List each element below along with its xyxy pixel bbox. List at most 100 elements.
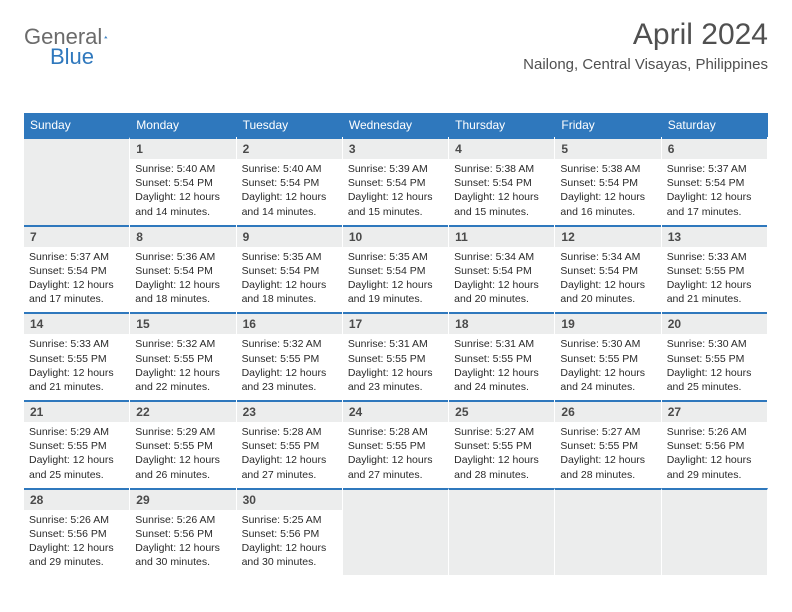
calendar-cell: 14Sunrise: 5:33 AMSunset: 5:55 PMDayligh… [24,312,130,400]
day-data: Sunrise: 5:36 AMSunset: 5:54 PMDaylight:… [130,247,235,313]
day-number: 10 [343,225,448,247]
sunset-line: Sunset: 5:55 PM [560,439,656,453]
dow-tuesday: Tuesday [237,113,343,137]
day-data: Sunrise: 5:27 AMSunset: 5:55 PMDaylight:… [449,422,554,488]
sunrise-line: Sunrise: 5:37 AM [667,162,763,176]
calendar-cell: 7Sunrise: 5:37 AMSunset: 5:54 PMDaylight… [24,225,130,313]
sunset-line: Sunset: 5:54 PM [135,264,231,278]
day-number: 28 [24,488,129,510]
calendar-cell-empty [555,488,661,576]
daylight-line: Daylight: 12 hours and 29 minutes. [667,453,763,481]
day-number: 26 [555,400,660,422]
calendar-cell: 11Sunrise: 5:34 AMSunset: 5:54 PMDayligh… [449,225,555,313]
daylight-line: Daylight: 12 hours and 26 minutes. [135,453,231,481]
daylight-line: Daylight: 12 hours and 30 minutes. [242,541,338,569]
calendar-cell-empty [662,488,768,576]
day-data: Sunrise: 5:39 AMSunset: 5:54 PMDaylight:… [343,159,448,225]
logo-sail-icon [104,28,108,46]
sunset-line: Sunset: 5:56 PM [242,527,338,541]
dow-thursday: Thursday [449,113,555,137]
daylight-line: Daylight: 12 hours and 16 minutes. [560,190,656,218]
daylight-line: Daylight: 12 hours and 23 minutes. [242,366,338,394]
daylight-line: Daylight: 12 hours and 25 minutes. [667,366,763,394]
sunset-line: Sunset: 5:54 PM [667,176,763,190]
calendar-cell: 20Sunrise: 5:30 AMSunset: 5:55 PMDayligh… [662,312,768,400]
day-number: 7 [24,225,129,247]
day-data: Sunrise: 5:34 AMSunset: 5:54 PMDaylight:… [449,247,554,313]
daylight-line: Daylight: 12 hours and 24 minutes. [454,366,550,394]
day-data: Sunrise: 5:32 AMSunset: 5:55 PMDaylight:… [237,334,342,400]
daylight-line: Daylight: 12 hours and 20 minutes. [454,278,550,306]
sunset-line: Sunset: 5:54 PM [560,176,656,190]
sunrise-line: Sunrise: 5:36 AM [135,250,231,264]
daylight-line: Daylight: 12 hours and 22 minutes. [135,366,231,394]
day-data: Sunrise: 5:26 AMSunset: 5:56 PMDaylight:… [662,422,767,488]
dow-saturday: Saturday [662,113,768,137]
daylight-line: Daylight: 12 hours and 24 minutes. [560,366,656,394]
day-number: 20 [662,312,767,334]
day-data: Sunrise: 5:31 AMSunset: 5:55 PMDaylight:… [449,334,554,400]
day-number: 5 [555,137,660,159]
sunrise-line: Sunrise: 5:26 AM [135,513,231,527]
sunset-line: Sunset: 5:54 PM [348,176,444,190]
calendar-cell: 21Sunrise: 5:29 AMSunset: 5:55 PMDayligh… [24,400,130,488]
sunrise-line: Sunrise: 5:31 AM [454,337,550,351]
calendar-cell: 23Sunrise: 5:28 AMSunset: 5:55 PMDayligh… [237,400,343,488]
day-number: 27 [662,400,767,422]
day-data: Sunrise: 5:37 AMSunset: 5:54 PMDaylight:… [24,247,129,313]
calendar-cell: 2Sunrise: 5:40 AMSunset: 5:54 PMDaylight… [237,137,343,225]
day-data: Sunrise: 5:40 AMSunset: 5:54 PMDaylight:… [130,159,235,225]
daylight-line: Daylight: 12 hours and 20 minutes. [560,278,656,306]
calendar-cell: 9Sunrise: 5:35 AMSunset: 5:54 PMDaylight… [237,225,343,313]
daylight-line: Daylight: 12 hours and 15 minutes. [348,190,444,218]
sunrise-line: Sunrise: 5:29 AM [135,425,231,439]
sunset-line: Sunset: 5:55 PM [29,352,125,366]
day-data: Sunrise: 5:28 AMSunset: 5:55 PMDaylight:… [343,422,448,488]
day-number: 15 [130,312,235,334]
sunrise-line: Sunrise: 5:34 AM [454,250,550,264]
day-number: 22 [130,400,235,422]
sunset-line: Sunset: 5:55 PM [29,439,125,453]
day-data: Sunrise: 5:26 AMSunset: 5:56 PMDaylight:… [24,510,129,576]
sunset-line: Sunset: 5:54 PM [29,264,125,278]
day-number: 18 [449,312,554,334]
sunrise-line: Sunrise: 5:33 AM [29,337,125,351]
day-data: Sunrise: 5:28 AMSunset: 5:55 PMDaylight:… [237,422,342,488]
sunrise-line: Sunrise: 5:33 AM [667,250,763,264]
day-number: 25 [449,400,554,422]
sunset-line: Sunset: 5:55 PM [135,352,231,366]
daylight-line: Daylight: 12 hours and 28 minutes. [454,453,550,481]
sunset-line: Sunset: 5:55 PM [667,352,763,366]
dow-monday: Monday [130,113,236,137]
sunset-line: Sunset: 5:56 PM [667,439,763,453]
daylight-line: Daylight: 12 hours and 18 minutes. [135,278,231,306]
day-data: Sunrise: 5:38 AMSunset: 5:54 PMDaylight:… [555,159,660,225]
day-data: Sunrise: 5:27 AMSunset: 5:55 PMDaylight:… [555,422,660,488]
sunrise-line: Sunrise: 5:27 AM [560,425,656,439]
calendar-cell: 25Sunrise: 5:27 AMSunset: 5:55 PMDayligh… [449,400,555,488]
daylight-line: Daylight: 12 hours and 21 minutes. [29,366,125,394]
day-data: Sunrise: 5:34 AMSunset: 5:54 PMDaylight:… [555,247,660,313]
logo-word-blue-wrap: Blue [50,44,94,70]
daylight-line: Daylight: 12 hours and 28 minutes. [560,453,656,481]
daylight-line: Daylight: 12 hours and 23 minutes. [348,366,444,394]
day-data: Sunrise: 5:37 AMSunset: 5:54 PMDaylight:… [662,159,767,225]
sunset-line: Sunset: 5:55 PM [454,352,550,366]
sunset-line: Sunset: 5:54 PM [242,264,338,278]
calendar-cell: 8Sunrise: 5:36 AMSunset: 5:54 PMDaylight… [130,225,236,313]
sunset-line: Sunset: 5:54 PM [348,264,444,278]
day-data: Sunrise: 5:32 AMSunset: 5:55 PMDaylight:… [130,334,235,400]
page: General April 2024 Nailong, Central Visa… [0,0,792,595]
sunset-line: Sunset: 5:55 PM [348,352,444,366]
day-number: 4 [449,137,554,159]
sunrise-line: Sunrise: 5:40 AM [135,162,231,176]
sunrise-line: Sunrise: 5:32 AM [242,337,338,351]
day-data: Sunrise: 5:40 AMSunset: 5:54 PMDaylight:… [237,159,342,225]
calendar-cell: 19Sunrise: 5:30 AMSunset: 5:55 PMDayligh… [555,312,661,400]
calendar-cell: 24Sunrise: 5:28 AMSunset: 5:55 PMDayligh… [343,400,449,488]
sunset-line: Sunset: 5:54 PM [135,176,231,190]
day-data: Sunrise: 5:35 AMSunset: 5:54 PMDaylight:… [343,247,448,313]
sunset-line: Sunset: 5:55 PM [667,264,763,278]
day-number: 2 [237,137,342,159]
day-number: 1 [130,137,235,159]
